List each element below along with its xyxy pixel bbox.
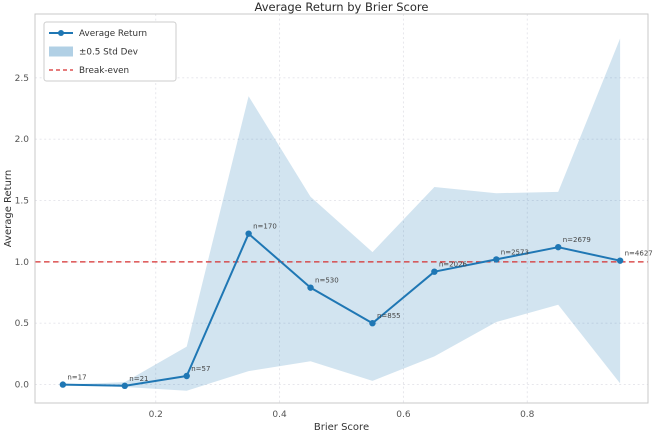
legend-box — [43, 21, 177, 82]
chart-title: Average Return by Brier Score — [255, 0, 429, 14]
legend: Average Return ±0.5 Std Dev Break-even — [43, 21, 177, 82]
data-point-marker — [369, 320, 376, 327]
x-tick-label: 0.4 — [272, 410, 287, 420]
x-axis-label: Brier Score — [314, 422, 369, 433]
data-point-marker — [555, 243, 562, 251]
point-annotation: n=21 — [129, 375, 148, 383]
y-axis-label: Average Return — [3, 170, 14, 247]
legend-item-label: ±0.5 Std Dev — [79, 48, 138, 58]
point-annotation: n=530 — [315, 277, 339, 285]
y-tick-label: 1.5 — [15, 197, 29, 207]
average-return-line — [62, 232, 621, 387]
legend-item-label: Average Return — [79, 29, 147, 39]
data-point-marker — [245, 230, 252, 237]
std-dev-band — [62, 38, 621, 391]
point-annotation: n=17 — [67, 374, 86, 382]
point-annotation: n=170 — [253, 223, 277, 231]
y-tick-label: 2.5 — [15, 74, 29, 84]
y-tick-label: 0.0 — [15, 381, 30, 391]
y-tick-label: 1.0 — [15, 258, 30, 268]
x-tick-label: 0.8 — [520, 410, 535, 420]
data-point-marker — [616, 257, 624, 264]
data-point-marker — [307, 284, 314, 291]
data-point-marker — [493, 256, 500, 263]
data-point-marker — [431, 268, 438, 275]
legend-item: Break-even — [49, 66, 129, 76]
legend-item-label: Break-even — [79, 66, 129, 76]
x-tick-label: 0.2 — [149, 410, 163, 420]
plot-area: n=17 n=21 n=57 n=170 n=530 n=855 n=2026 n=2573 n… — [15, 13, 653, 420]
y-tick-label: 0.5 — [15, 319, 29, 329]
axes-frame — [34, 13, 649, 404]
legend-marker-swatch — [58, 30, 64, 36]
point-annotation: n=2573 — [501, 248, 529, 256]
y-tick-label: 2.0 — [15, 135, 30, 145]
data-point-marker — [183, 372, 190, 380]
point-annotation: n=855 — [377, 312, 401, 320]
point-annotation: n=2679 — [563, 236, 591, 244]
point-annotation: n=57 — [191, 365, 210, 373]
legend-patch-swatch — [49, 46, 73, 57]
data-point-marker — [121, 382, 128, 390]
legend-item: Average Return — [49, 29, 147, 39]
x-tick-label: 0.6 — [396, 410, 411, 420]
point-annotation: n=4627 — [625, 250, 653, 258]
legend-item: ±0.5 Std Dev — [49, 46, 138, 58]
point-annotation: n=2026 — [439, 261, 468, 269]
data-point-marker — [59, 381, 67, 388]
